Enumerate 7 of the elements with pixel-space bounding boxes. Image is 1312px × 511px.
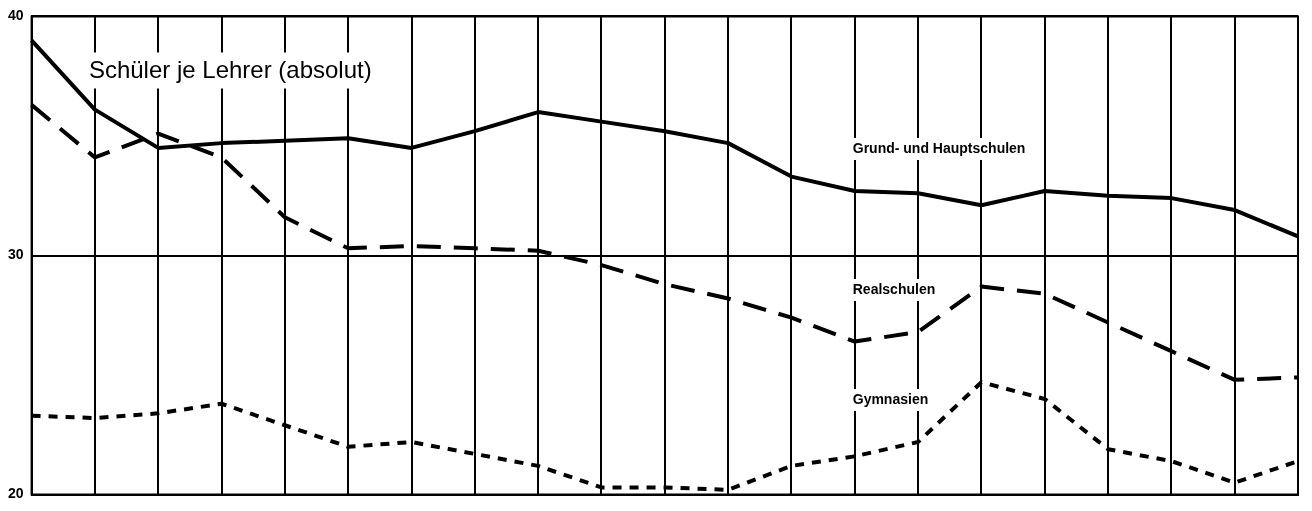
text: Grund- und Hauptschulen — [852, 139, 1026, 156]
series-label: Realschulen — [852, 281, 936, 298]
y-tick-label: 30 — [7, 246, 24, 263]
series-label: Gymnasien — [852, 391, 929, 407]
y-tick-label: 20 — [7, 485, 24, 502]
text: Schüler je Lehrer (absolut) — [88, 56, 372, 84]
y-tick-label: 40 — [7, 7, 24, 24]
